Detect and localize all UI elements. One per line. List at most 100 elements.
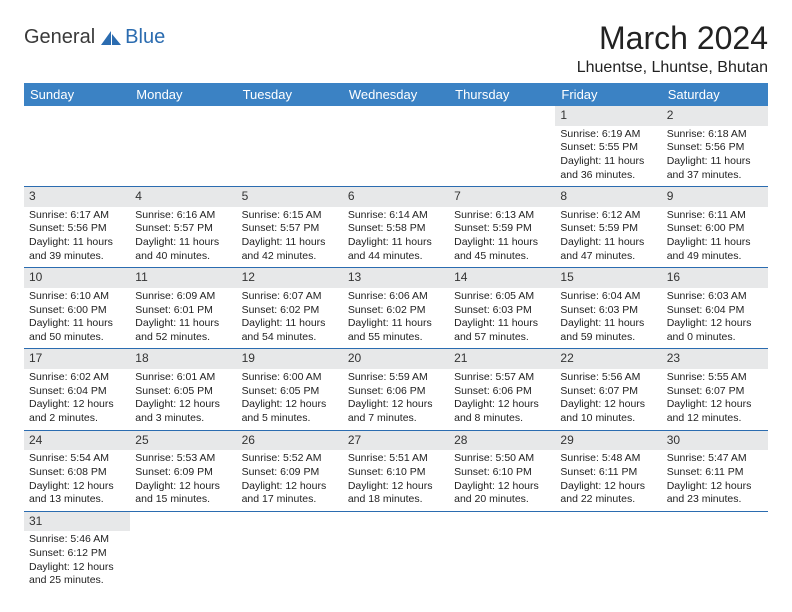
daylight-text: Daylight: 12 hours [242,398,338,412]
day-cell: 21Sunrise: 5:57 AMSunset: 6:06 PMDayligh… [449,349,555,430]
logo-text-blue: Blue [125,26,165,49]
daylight-text: Daylight: 12 hours [454,480,550,494]
day-cell: 9Sunrise: 6:11 AMSunset: 6:00 PMDaylight… [662,187,768,268]
sunset-text: Sunset: 6:10 PM [454,466,550,480]
day-number: 11 [130,268,236,288]
sunrise-text: Sunrise: 6:02 AM [29,371,125,385]
day-cell [24,106,130,187]
sunrise-text: Sunrise: 6:01 AM [135,371,231,385]
day-cell [130,106,236,187]
sunset-text: Sunset: 6:05 PM [242,385,338,399]
sunset-text: Sunset: 6:01 PM [135,304,231,318]
daylight-text: and 22 minutes. [560,493,656,507]
sunrise-text: Sunrise: 5:47 AM [667,452,763,466]
day-number: 12 [237,268,343,288]
daylight-text: Daylight: 12 hours [348,398,444,412]
daylight-text: Daylight: 11 hours [242,236,338,250]
day-number: 17 [24,349,130,369]
day-cell: 12Sunrise: 6:07 AMSunset: 6:02 PMDayligh… [237,268,343,349]
daylight-text: and 54 minutes. [242,331,338,345]
daylight-text: Daylight: 12 hours [29,480,125,494]
day-cell [237,511,343,592]
day-cell: 5Sunrise: 6:15 AMSunset: 5:57 PMDaylight… [237,187,343,268]
daylight-text: Daylight: 11 hours [667,236,763,250]
day-cell [555,511,661,592]
daylight-text: and 36 minutes. [560,169,656,183]
day-cell: 4Sunrise: 6:16 AMSunset: 5:57 PMDaylight… [130,187,236,268]
sunrise-text: Sunrise: 5:54 AM [29,452,125,466]
daylight-text: and 5 minutes. [242,412,338,426]
sunrise-text: Sunrise: 6:15 AM [242,209,338,223]
daylight-text: and 15 minutes. [135,493,231,507]
month-title: March 2024 [577,20,768,57]
daylight-text: Daylight: 12 hours [560,398,656,412]
daylight-text: and 13 minutes. [29,493,125,507]
col-sunday: Sunday [24,83,130,106]
day-number: 13 [343,268,449,288]
day-number: 16 [662,268,768,288]
daylight-text: and 10 minutes. [560,412,656,426]
day-number: 19 [237,349,343,369]
sunrise-text: Sunrise: 5:46 AM [29,533,125,547]
sunset-text: Sunset: 5:59 PM [560,222,656,236]
day-number: 25 [130,431,236,451]
daylight-text: and 52 minutes. [135,331,231,345]
week-row: 1Sunrise: 6:19 AMSunset: 5:55 PMDaylight… [24,106,768,187]
daylight-text: Daylight: 12 hours [667,398,763,412]
day-number: 30 [662,431,768,451]
sunset-text: Sunset: 6:03 PM [560,304,656,318]
daylight-text: Daylight: 11 hours [242,317,338,331]
daylight-text: and 49 minutes. [667,250,763,264]
sunrise-text: Sunrise: 6:10 AM [29,290,125,304]
daylight-text: Daylight: 11 hours [29,317,125,331]
day-number: 8 [555,187,661,207]
day-number: 3 [24,187,130,207]
col-saturday: Saturday [662,83,768,106]
day-cell: 7Sunrise: 6:13 AMSunset: 5:59 PMDaylight… [449,187,555,268]
sunrise-text: Sunrise: 6:06 AM [348,290,444,304]
col-tuesday: Tuesday [237,83,343,106]
daylight-text: Daylight: 12 hours [29,398,125,412]
sunset-text: Sunset: 6:11 PM [560,466,656,480]
day-cell: 20Sunrise: 5:59 AMSunset: 6:06 PMDayligh… [343,349,449,430]
week-row: 24Sunrise: 5:54 AMSunset: 6:08 PMDayligh… [24,430,768,511]
sunset-text: Sunset: 6:07 PM [667,385,763,399]
day-cell: 14Sunrise: 6:05 AMSunset: 6:03 PMDayligh… [449,268,555,349]
sunset-text: Sunset: 6:04 PM [667,304,763,318]
day-cell: 3Sunrise: 6:17 AMSunset: 5:56 PMDaylight… [24,187,130,268]
day-cell [449,106,555,187]
day-cell: 22Sunrise: 5:56 AMSunset: 6:07 PMDayligh… [555,349,661,430]
daylight-text: and 42 minutes. [242,250,338,264]
daylight-text: and 0 minutes. [667,331,763,345]
daylight-text: Daylight: 12 hours [667,317,763,331]
sunset-text: Sunset: 6:06 PM [348,385,444,399]
daylight-text: Daylight: 12 hours [135,480,231,494]
sunrise-text: Sunrise: 6:14 AM [348,209,444,223]
sunrise-text: Sunrise: 5:59 AM [348,371,444,385]
daylight-text: and 50 minutes. [29,331,125,345]
sunrise-text: Sunrise: 5:51 AM [348,452,444,466]
col-monday: Monday [130,83,236,106]
daylight-text: and 39 minutes. [29,250,125,264]
sunrise-text: Sunrise: 5:50 AM [454,452,550,466]
daylight-text: and 59 minutes. [560,331,656,345]
day-number: 14 [449,268,555,288]
week-row: 3Sunrise: 6:17 AMSunset: 5:56 PMDaylight… [24,187,768,268]
day-cell: 16Sunrise: 6:03 AMSunset: 6:04 PMDayligh… [662,268,768,349]
sunset-text: Sunset: 6:03 PM [454,304,550,318]
day-cell [662,511,768,592]
daylight-text: Daylight: 11 hours [29,236,125,250]
daylight-text: Daylight: 12 hours [454,398,550,412]
sunrise-text: Sunrise: 6:13 AM [454,209,550,223]
sunset-text: Sunset: 5:59 PM [454,222,550,236]
daylight-text: and 12 minutes. [667,412,763,426]
daylight-text: and 44 minutes. [348,250,444,264]
daylight-text: and 23 minutes. [667,493,763,507]
daylight-text: and 17 minutes. [242,493,338,507]
sunset-text: Sunset: 6:04 PM [29,385,125,399]
day-cell: 26Sunrise: 5:52 AMSunset: 6:09 PMDayligh… [237,430,343,511]
daylight-text: Daylight: 12 hours [560,480,656,494]
day-cell: 17 Sunrise: 6:02 AMSunset: 6:04 PMDayligh… [24,349,130,430]
day-number: 22 [555,349,661,369]
day-cell: 30Sunrise: 5:47 AMSunset: 6:11 PMDayligh… [662,430,768,511]
